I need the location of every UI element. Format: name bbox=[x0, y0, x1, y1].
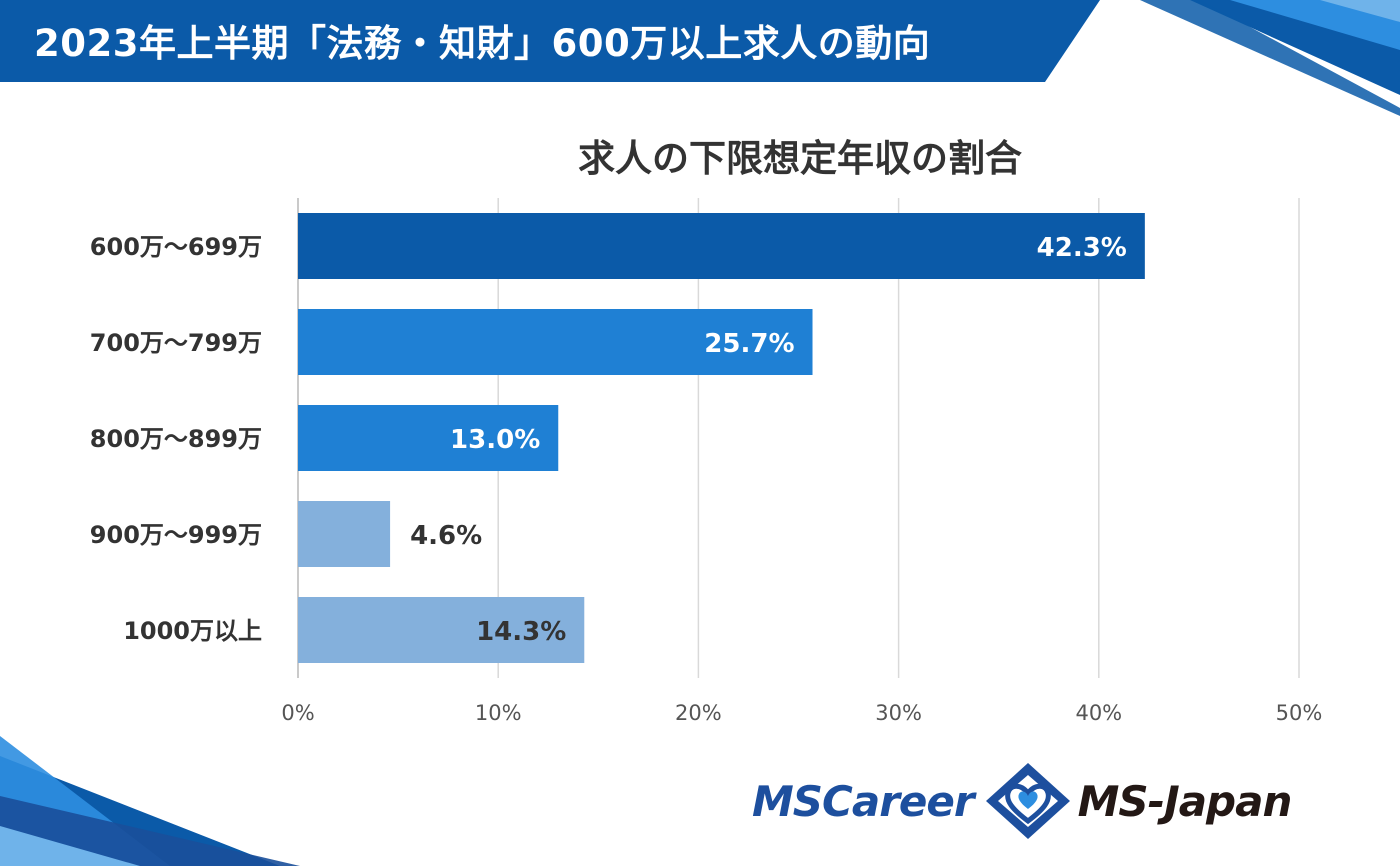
data-label: 13.0% bbox=[450, 425, 540, 455]
footer-logos: MSCareer MS-Japan bbox=[752, 756, 1352, 846]
bar bbox=[298, 597, 585, 663]
data-label: 25.7% bbox=[704, 329, 794, 359]
category-label: 700万～799万 bbox=[90, 329, 262, 357]
bar bbox=[298, 405, 559, 471]
x-tick-label: 30% bbox=[875, 701, 922, 725]
data-label: 4.6% bbox=[410, 521, 482, 551]
page-title: 2023年上半期「法務・知財」600万以上求人の動向 bbox=[34, 22, 931, 65]
x-tick-label: 0% bbox=[281, 701, 314, 725]
ms-japan-emblem-icon bbox=[985, 763, 1070, 839]
data-label: 14.3% bbox=[476, 617, 566, 647]
category-label: 800万～899万 bbox=[90, 425, 262, 453]
bar bbox=[298, 213, 1145, 279]
category-label: 1000万以上 bbox=[123, 617, 262, 645]
category-label: 900万～999万 bbox=[90, 521, 262, 549]
category-label: 600万～699万 bbox=[90, 233, 262, 261]
x-tick-label: 10% bbox=[475, 701, 522, 725]
mscareer-logo: MSCareer bbox=[752, 776, 975, 826]
chart-title: 求人の下限想定年収の割合 bbox=[578, 137, 1022, 180]
ms-japan-logo: MS-Japan bbox=[1077, 776, 1293, 826]
data-label: 42.3% bbox=[1037, 233, 1127, 263]
bar bbox=[298, 309, 813, 375]
corner-decoration bbox=[0, 736, 300, 866]
header-banner bbox=[0, 0, 1400, 116]
x-tick-label: 50% bbox=[1276, 701, 1323, 725]
x-tick-label: 20% bbox=[675, 701, 722, 725]
x-tick-label: 40% bbox=[1075, 701, 1122, 725]
bar-chart: 0% 10% 20% 30% 40% 50% 600万～699万 42.3% 700万～799万… bbox=[90, 198, 1323, 725]
bar bbox=[298, 501, 391, 567]
